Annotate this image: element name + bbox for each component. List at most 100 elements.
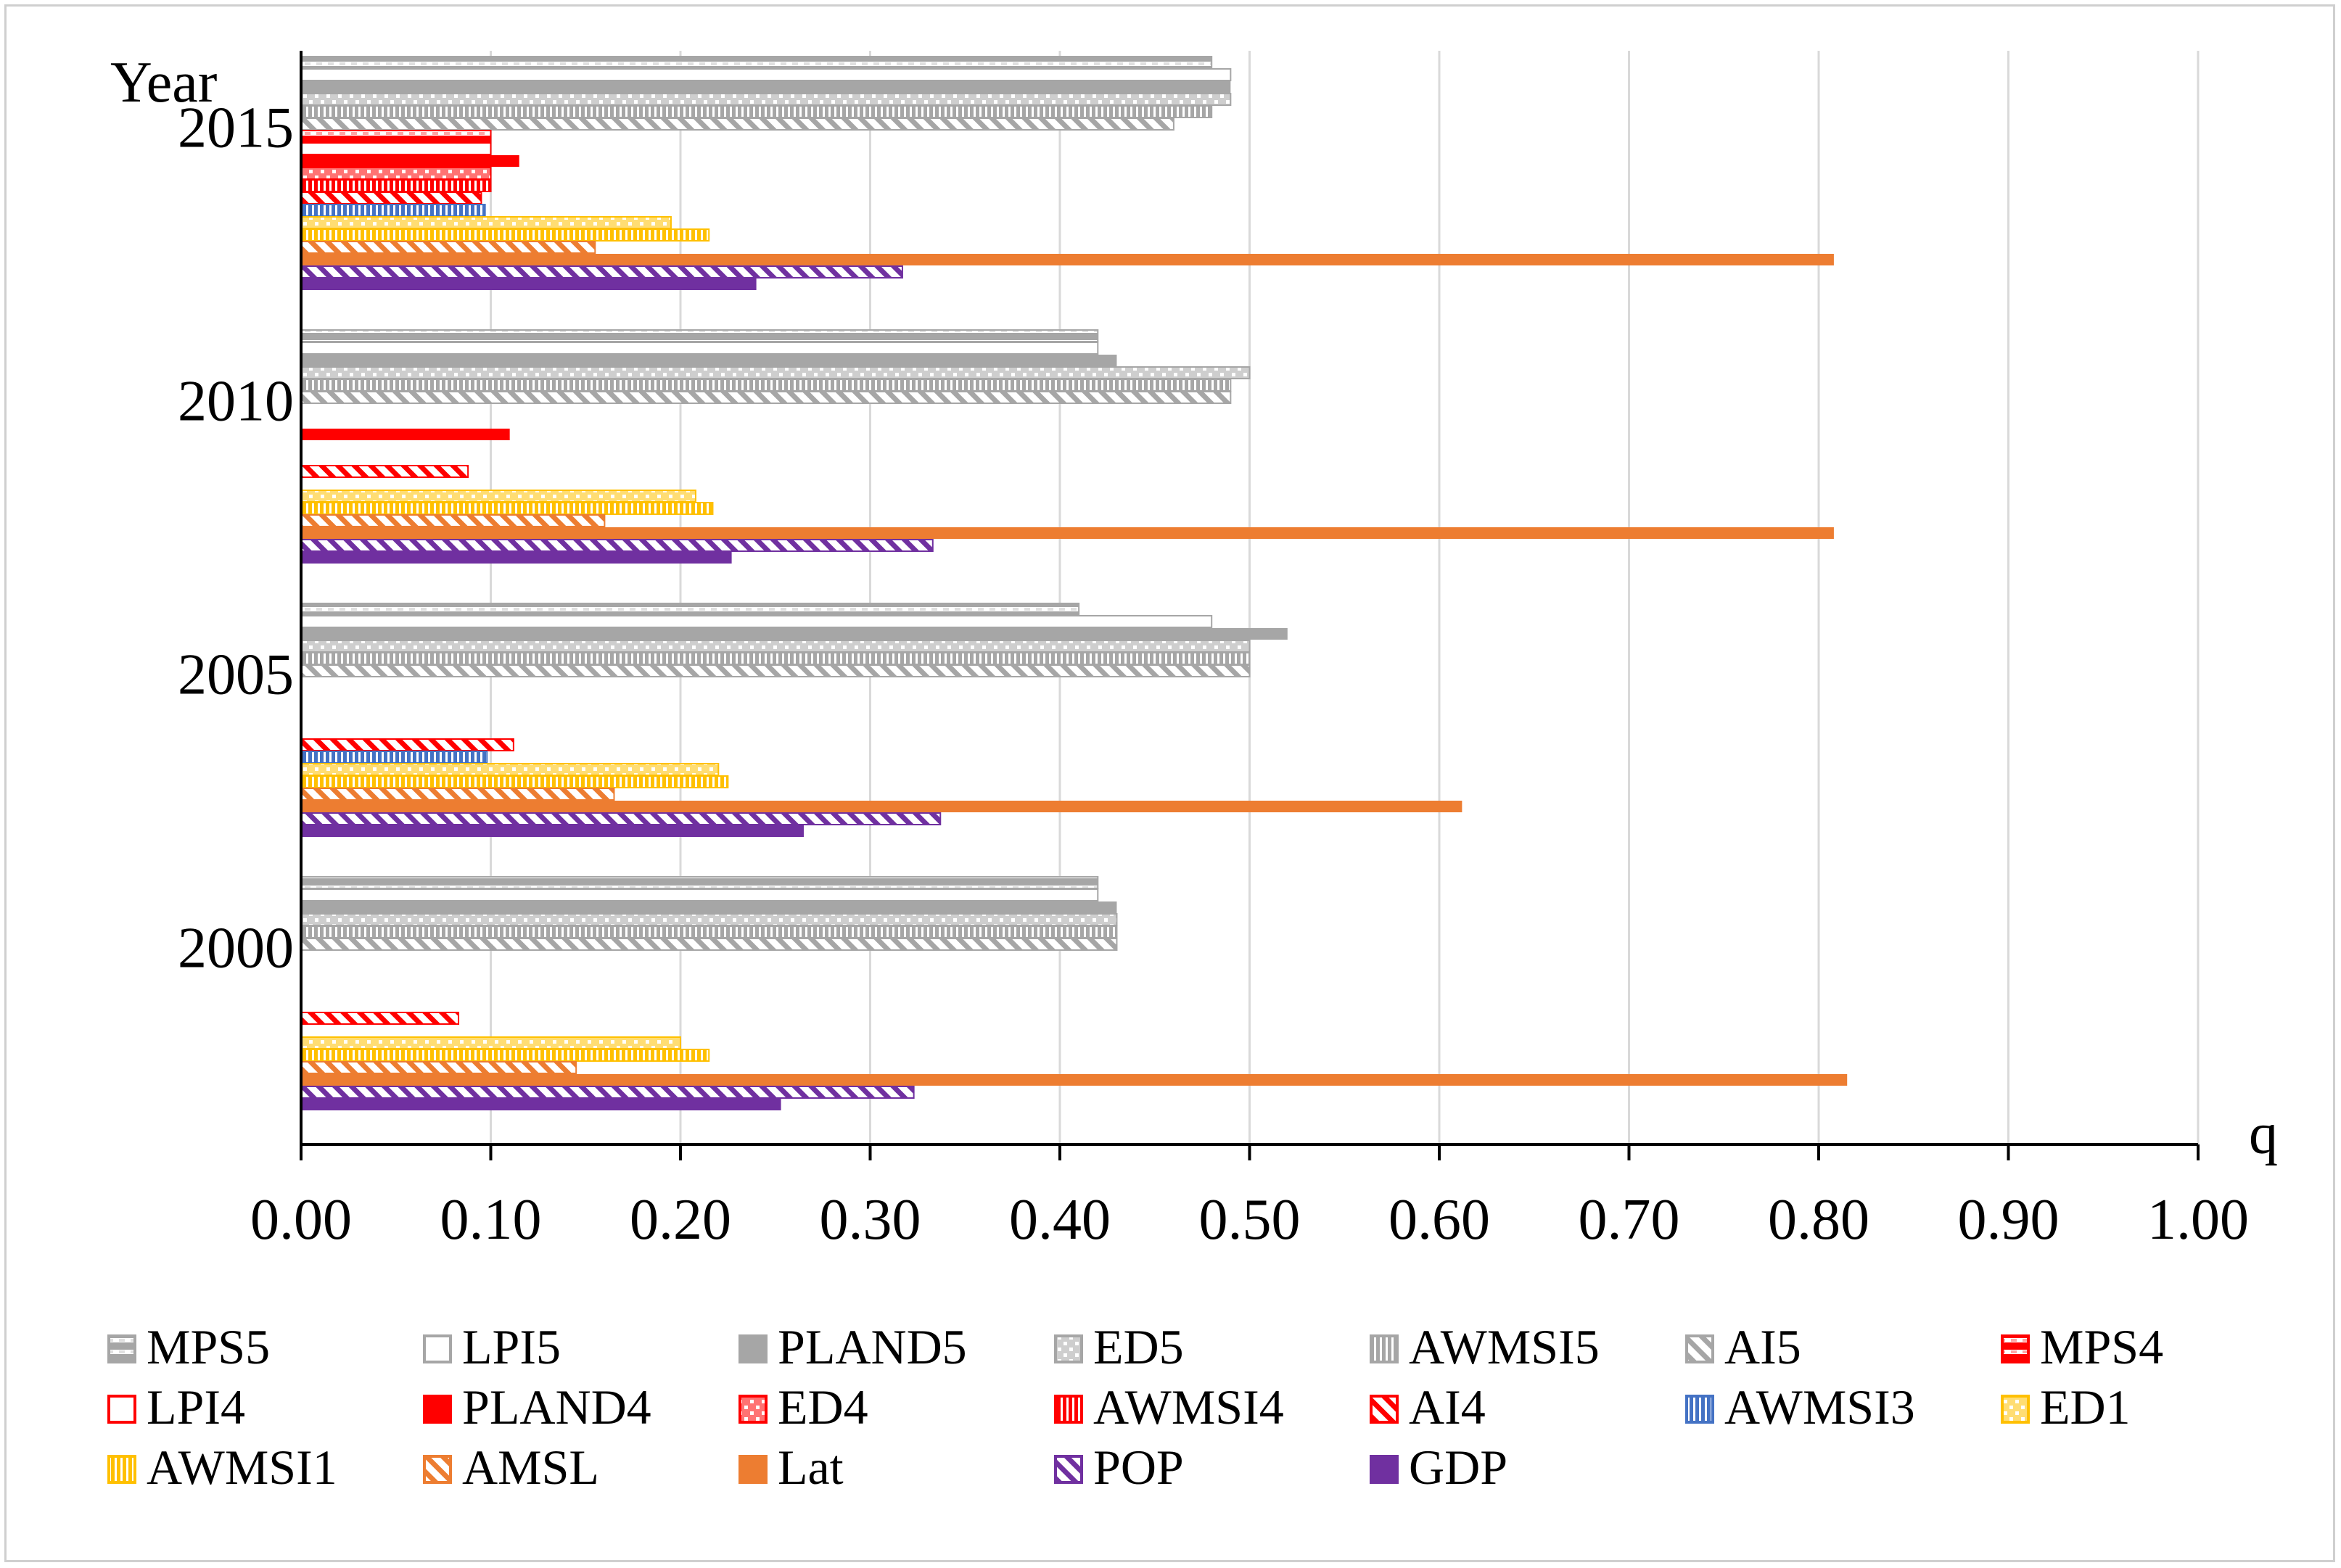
- bar-AWMSI1-2015: [300, 228, 710, 242]
- legend-label-MPS4: MPS4: [2040, 1319, 2163, 1374]
- bar-ED4-2015: [300, 167, 492, 180]
- bar-AWMSI5-2010: [300, 379, 1232, 392]
- legend-swatch-AI4: [1370, 1395, 1399, 1424]
- bar-LPI5-2015: [300, 68, 1232, 81]
- bar-MPS4-2015: [300, 130, 492, 143]
- x-tick-label: 0.30: [820, 1188, 921, 1252]
- bar-LPI5-2000: [300, 888, 1099, 901]
- bar-PLAND4-2010: [301, 429, 510, 440]
- bar-AI4-2010: [300, 465, 469, 478]
- y-category-label: 2005: [178, 643, 294, 706]
- legend: MPS5 LPI5 PLAND5 ED5 AWMSI5 AI5 MPS4 LPI4 PLAND4…: [107, 1319, 2163, 1495]
- bar-AI5-2005: [300, 664, 1251, 677]
- bar-AI5-2010: [300, 391, 1232, 404]
- x-tick-label: 0.70: [1579, 1188, 1680, 1252]
- bar-AWMSI1-2010: [300, 502, 714, 515]
- bar-PLAND5-2005: [301, 628, 1288, 640]
- bar-MPS5-2005: [300, 603, 1080, 616]
- legend-swatch-PLAND4: [423, 1395, 452, 1424]
- bar-LPI5-2005: [300, 615, 1213, 628]
- bar-MPS5-2000: [300, 876, 1099, 889]
- legend-swatch-AMSL: [423, 1455, 452, 1484]
- bar-MPS5-2010: [300, 329, 1099, 342]
- bar-AWMSI3-2005: [300, 751, 488, 764]
- bar-PLAND4-2015: [301, 155, 519, 167]
- legend-swatch-AI5: [1685, 1334, 1714, 1363]
- legend-swatch-AWMSI5: [1370, 1334, 1399, 1363]
- bar-PLAND5-2015: [301, 81, 1231, 93]
- legend-label-PLAND4: PLAND4: [462, 1379, 651, 1435]
- bar-ED5-2000: [300, 913, 1118, 926]
- x-tick-label: 1.00: [2147, 1188, 2249, 1252]
- y-category-label: 2015: [178, 96, 294, 160]
- legend-swatch-AWMSI4: [1054, 1395, 1083, 1424]
- legend-label-PLAND5: PLAND5: [778, 1319, 967, 1374]
- bar-GDP-2000: [301, 1099, 781, 1110]
- x-tick-label: 0.60: [1388, 1188, 1490, 1252]
- legend-label-ED1: ED1: [2040, 1379, 2131, 1435]
- y-category-label: 2010: [178, 369, 294, 433]
- legend-swatch-MPS5: [107, 1334, 136, 1363]
- legend-swatch-AWMSI3: [1685, 1395, 1714, 1424]
- x-axis-label: q: [2249, 1102, 2278, 1166]
- bar-ED1-2010: [300, 490, 696, 503]
- bar-AI4-2005: [300, 738, 514, 751]
- bar-POP-2015: [300, 265, 903, 278]
- bar-LPI4-2015: [300, 142, 492, 155]
- bar-ED1-2005: [300, 763, 720, 776]
- bar-AMSL-2000: [300, 1061, 577, 1074]
- bar-Lat-2010: [301, 527, 1834, 539]
- legend-swatch-LPI4: [107, 1395, 136, 1424]
- axes: [300, 51, 2200, 1160]
- legend-label-AMSL: AMSL: [462, 1440, 599, 1495]
- y-category-label: 2000: [178, 916, 294, 980]
- bar-AWMSI5-2015: [300, 105, 1213, 118]
- bar-AWMSI1-2005: [300, 775, 729, 788]
- x-tick-label: 0.80: [1768, 1188, 1869, 1252]
- bar-AMSL-2015: [300, 241, 596, 254]
- bar-ED1-2000: [300, 1036, 681, 1049]
- legend-label-AWMSI4: AWMSI4: [1093, 1379, 1284, 1435]
- bar-MPS5-2015: [300, 56, 1213, 69]
- x-tick-label: 0.40: [1009, 1188, 1111, 1252]
- bar-AI4-2015: [300, 191, 482, 205]
- legend-label-GDP: GDP: [1409, 1440, 1507, 1495]
- x-tick-label: 0.50: [1199, 1188, 1301, 1252]
- legend-label-LPI4: LPI4: [147, 1379, 245, 1435]
- bar-AI5-2000: [300, 938, 1118, 951]
- bar-GDP-2015: [301, 278, 757, 290]
- x-tick-label: 0.90: [1958, 1188, 2060, 1252]
- bar-LPI5-2010: [300, 342, 1099, 355]
- legend-swatch-AWMSI1: [107, 1455, 136, 1484]
- bar-AWMSI4-2015: [300, 179, 492, 192]
- legend-label-POP: POP: [1093, 1440, 1184, 1495]
- bar-GDP-2005: [301, 825, 804, 837]
- bar-AI4-2000: [300, 1012, 460, 1025]
- legend-label-LPI5: LPI5: [462, 1319, 561, 1374]
- legend-swatch-Lat: [738, 1455, 768, 1484]
- bar-POP-2000: [300, 1086, 915, 1099]
- bar-POP-2005: [300, 812, 942, 825]
- labels: Year q 0.00 0.10 0.20 0.30 0.40 0.50 0.60 0.70 0…: [110, 51, 2278, 1252]
- bar-Lat-2005: [301, 801, 1462, 812]
- legend-swatch-ED4: [738, 1395, 768, 1424]
- legend-label-ED5: ED5: [1093, 1319, 1184, 1374]
- legend-swatch-ED1: [2001, 1395, 2030, 1424]
- legend-label-AWMSI1: AWMSI1: [147, 1440, 337, 1495]
- bar-AMSL-2005: [300, 788, 615, 801]
- x-tick-label: 0.20: [630, 1188, 731, 1252]
- x-tick-label: 0.00: [250, 1188, 352, 1252]
- legend-label-AWMSI3: AWMSI3: [1724, 1379, 1915, 1435]
- y-axis-label: Year: [110, 51, 217, 115]
- bar-AWMSI3-2015: [300, 204, 486, 217]
- legend-label-Lat: Lat: [778, 1440, 844, 1495]
- legend-swatch-ED5: [1054, 1334, 1083, 1363]
- legend-label-AWMSI5: AWMSI5: [1409, 1319, 1600, 1374]
- legend-swatch-POP: [1054, 1455, 1083, 1484]
- legend-label-ED4: ED4: [778, 1379, 868, 1435]
- bar-AMSL-2010: [300, 514, 606, 527]
- bars: [300, 56, 1848, 1110]
- bar-GDP-2010: [301, 552, 732, 564]
- legend-swatch-PLAND5: [738, 1334, 768, 1363]
- bar-AWMSI5-2005: [300, 652, 1251, 665]
